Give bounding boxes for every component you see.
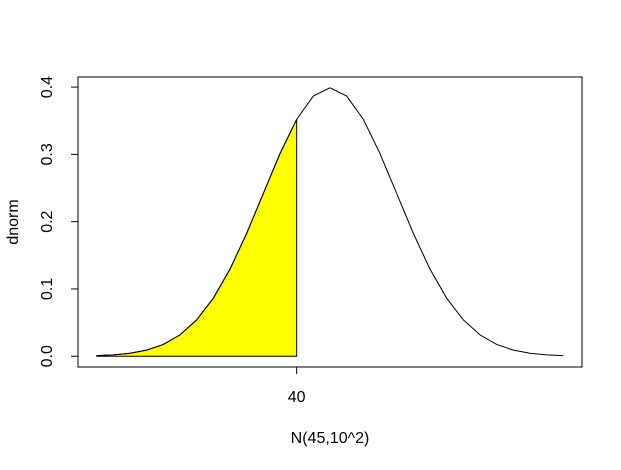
y-tick-label: 0.4: [39, 76, 56, 98]
y-axis-label: dnorm: [5, 199, 22, 244]
y-tick-label: 0.0: [39, 345, 56, 367]
shaded-area: [96, 119, 298, 357]
y-tick-label: 0.2: [39, 210, 56, 232]
x-tick-label: 40: [288, 389, 306, 406]
density-line: [96, 87, 564, 357]
plot-box: [77, 76, 583, 368]
y-tick-label: 0.1: [39, 278, 56, 300]
x-axis-label: N(45,10^2): [291, 430, 370, 447]
y-tick-label: 0.3: [39, 143, 56, 165]
